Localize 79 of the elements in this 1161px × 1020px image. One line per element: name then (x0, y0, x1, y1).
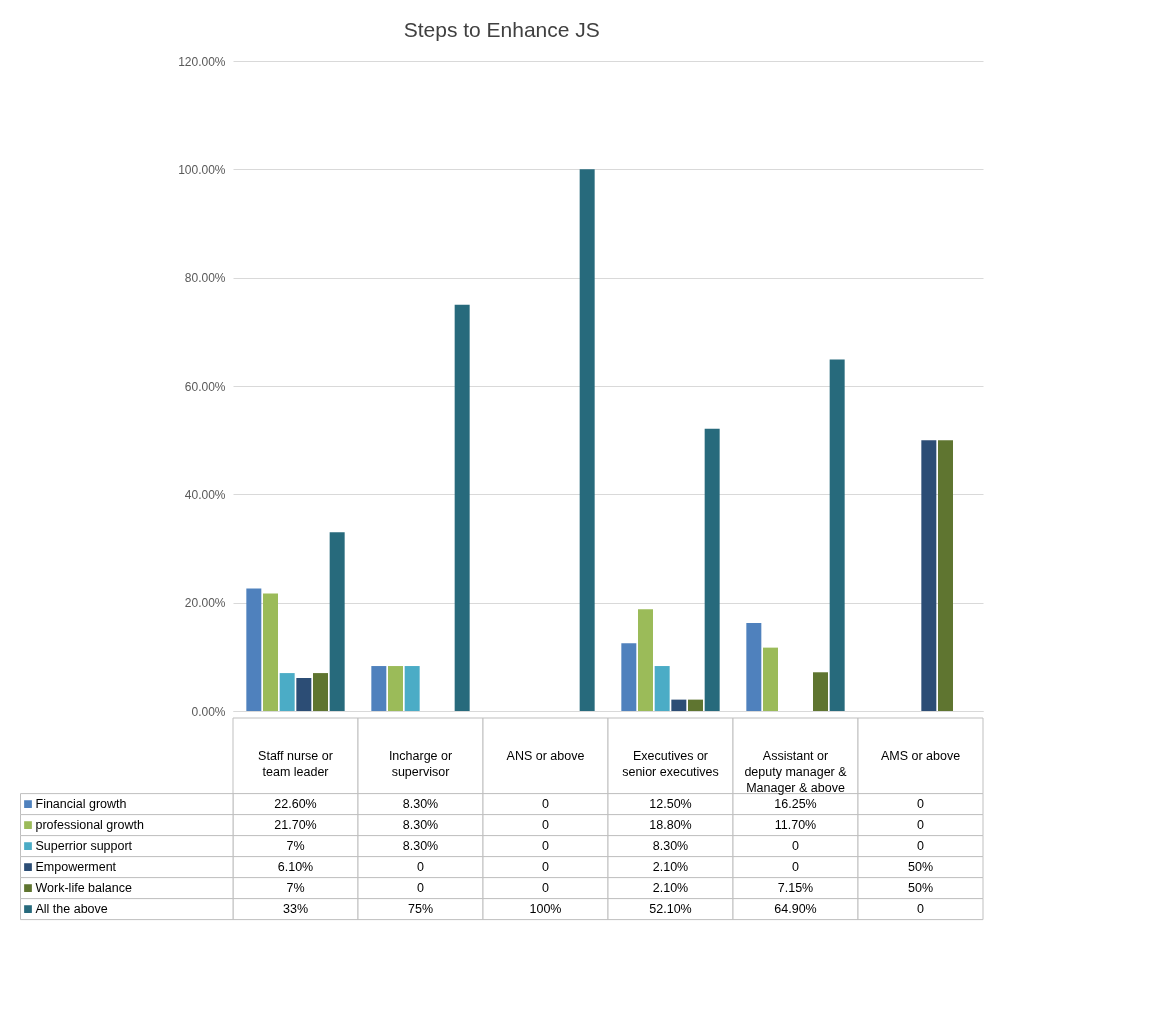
data-label: 0 (542, 797, 550, 812)
y-tick-label: 20.00% (184, 596, 226, 611)
data-label: 2.10% (652, 881, 689, 896)
data-label: 6.10% (277, 860, 314, 875)
data-label: 0 (917, 818, 925, 833)
bar (246, 588, 262, 711)
bar (388, 666, 403, 711)
y-tick-label: 80.00% (184, 271, 226, 286)
data-label: 8.30% (402, 797, 439, 812)
x-tick-label: AMS or above (880, 748, 961, 763)
bar (671, 699, 687, 711)
y-tick-label: 0.00% (191, 704, 226, 719)
data-label: 0 (417, 860, 425, 875)
data-label: 22.60% (274, 797, 317, 812)
y-tick-label: 120.00% (178, 54, 226, 69)
bar (329, 532, 345, 711)
y-tick-label: 100.00% (178, 162, 226, 177)
bar (704, 428, 720, 711)
data-label: 12.50% (649, 797, 692, 812)
data-label: 100% (529, 902, 562, 917)
data-label: 18.80% (649, 818, 692, 833)
y-tick-label: 60.00% (184, 379, 226, 394)
bar (263, 593, 278, 711)
bar (813, 672, 828, 711)
data-label: 64.90% (774, 902, 817, 917)
data-label: 0 (542, 839, 550, 854)
x-tick-label: ANS or above (506, 748, 585, 763)
chart-title: Steps to Enhance JS (403, 18, 600, 41)
bar (938, 440, 953, 711)
y-tick-label: 40.00% (184, 487, 226, 502)
legend-label: Empowerment (35, 860, 117, 875)
data-label: 50% (907, 881, 934, 896)
bar (638, 609, 653, 711)
legend-label: Superrior support (35, 839, 133, 854)
legend-label: All the above (35, 902, 108, 917)
bar (921, 440, 937, 711)
data-label: 0 (917, 839, 925, 854)
bar (279, 673, 295, 711)
data-label: 7.15% (777, 881, 814, 896)
data-label: 7% (286, 881, 305, 896)
x-tick-label: Assistant or deputy manager & Manager & above (744, 748, 848, 795)
data-label: 0 (792, 839, 800, 854)
data-label: 21.70% (274, 818, 317, 833)
bar (579, 169, 595, 711)
x-tick-label: Executives or senior executives (622, 748, 719, 779)
data-label: 7% (286, 839, 305, 854)
data-label: 16.25% (774, 797, 817, 812)
legend-label: Financial growth (35, 797, 127, 812)
data-label: 0 (542, 860, 550, 875)
data-label: 8.30% (652, 839, 689, 854)
bar (313, 673, 328, 711)
x-tick-label: Incharge or supervisor (388, 748, 453, 779)
data-label: 0 (917, 797, 925, 812)
data-label: 2.10% (652, 860, 689, 875)
legend-label: Work-life balance (35, 881, 132, 896)
bar (763, 647, 778, 711)
data-label: 0 (917, 902, 925, 917)
data-label: 11.70% (774, 818, 817, 833)
bar (454, 304, 470, 711)
data-label: 75% (407, 902, 434, 917)
x-tick-label: Staff nurse or team leader (258, 748, 333, 779)
data-label: 0 (542, 818, 550, 833)
legend-label: professional growth (35, 818, 144, 833)
bar (829, 359, 845, 711)
bar (688, 699, 703, 711)
data-label: 8.30% (402, 839, 439, 854)
data-label: 33% (282, 902, 309, 917)
data-label: 50% (907, 860, 934, 875)
data-label: 0 (417, 881, 425, 896)
bar (746, 622, 762, 711)
bar (621, 643, 637, 711)
data-label: 8.30% (402, 818, 439, 833)
bar (296, 677, 312, 711)
data-label: 0 (792, 860, 800, 875)
data-label: 52.10% (649, 902, 692, 917)
bar (654, 666, 670, 711)
bar (371, 666, 387, 711)
data-label: 0 (542, 881, 550, 896)
bar (404, 666, 420, 711)
